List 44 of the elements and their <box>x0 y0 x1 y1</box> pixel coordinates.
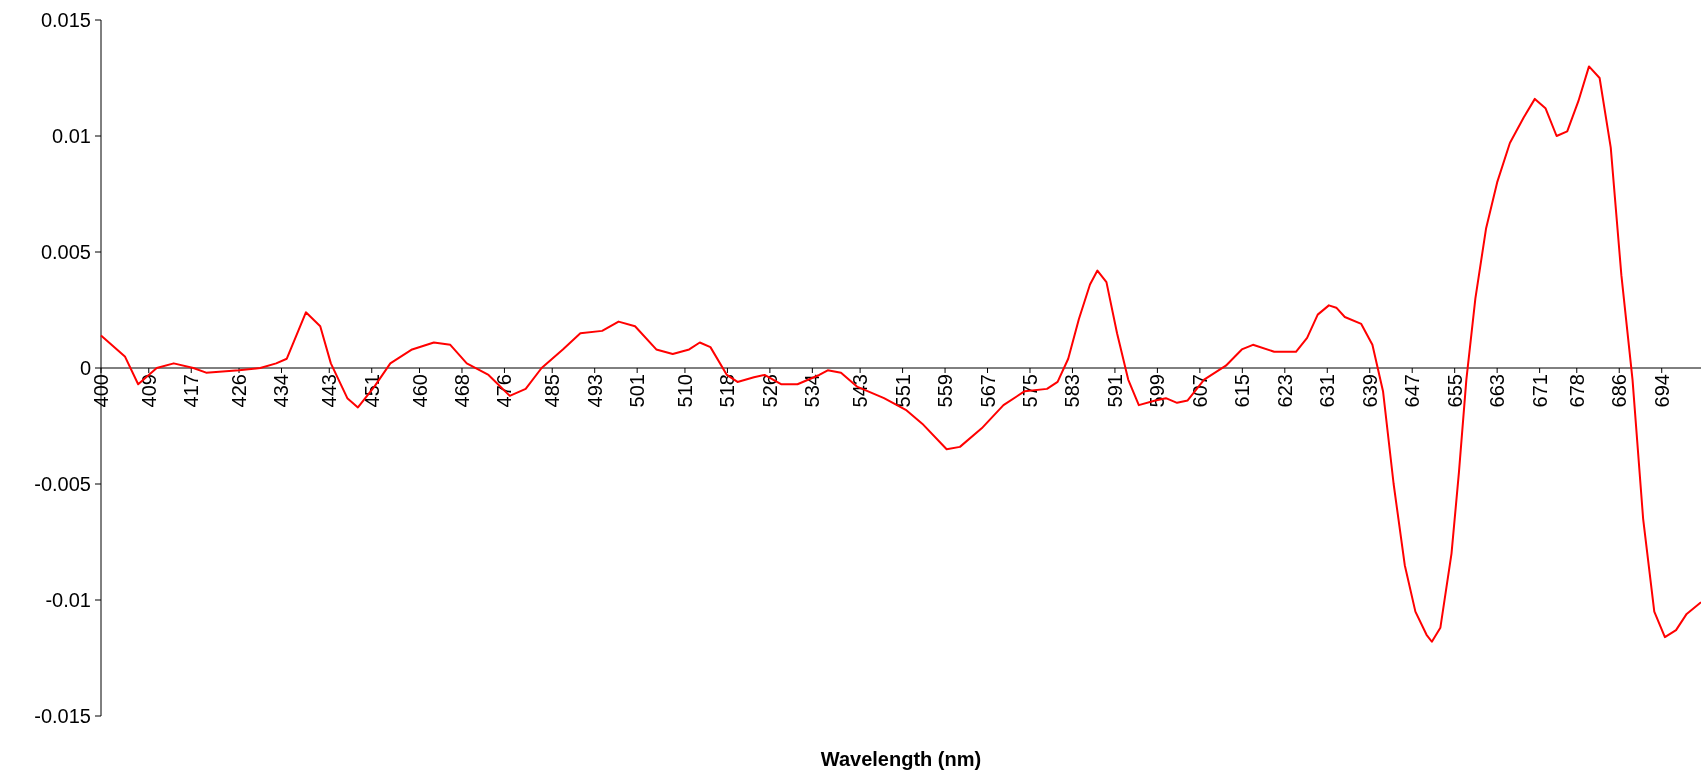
x-tick-label: 417 <box>180 374 203 408</box>
x-tick-label: 639 <box>1358 374 1381 408</box>
x-tick-label: 443 <box>318 374 341 408</box>
x-tick-label: 663 <box>1486 374 1509 408</box>
x-tick-label: 409 <box>137 374 160 408</box>
y-tick-label: 0.01 <box>52 125 91 147</box>
y-tick-label: -0.015 <box>34 705 91 727</box>
x-tick-label: 485 <box>541 374 564 408</box>
x-tick-label: 678 <box>1565 374 1588 408</box>
x-tick-label: 671 <box>1528 374 1551 408</box>
x-tick-label: 615 <box>1231 374 1254 408</box>
x-tick-label: 559 <box>934 374 957 408</box>
x-tick-label: 599 <box>1146 374 1169 408</box>
x-tick-label: 551 <box>891 374 914 408</box>
x-tick-label: 686 <box>1608 374 1631 408</box>
y-tick-label: 0.015 <box>40 9 91 31</box>
x-tick-label: 655 <box>1443 374 1466 408</box>
x-tick-label: 607 <box>1188 374 1211 408</box>
x-tick-label: 631 <box>1316 374 1339 408</box>
x-tick-label: 434 <box>270 374 293 408</box>
x-tick-label: 493 <box>583 374 606 408</box>
x-tick-label: 518 <box>716 374 739 408</box>
x-tick-label: 460 <box>408 374 431 408</box>
y-tick-label: -0.005 <box>34 473 91 495</box>
x-tick-label: 543 <box>849 374 872 408</box>
y-tick-label: 0.005 <box>40 241 91 263</box>
x-tick-label: 575 <box>1019 374 1041 408</box>
x-tick-label: 510 <box>673 374 696 408</box>
x-tick-label: 526 <box>758 374 781 408</box>
x-tick-label: 468 <box>450 374 473 408</box>
x-tick-label: 501 <box>626 374 649 408</box>
y-tick-label: 0 <box>79 357 91 379</box>
x-tick-label: 426 <box>228 374 251 408</box>
x-axis-title: Wavelength (nm) <box>820 748 982 770</box>
x-tick-label: 534 <box>801 374 824 408</box>
y-tick-label: -0.01 <box>45 589 91 611</box>
x-tick-label: 591 <box>1103 374 1126 408</box>
x-tick-label: 476 <box>493 374 516 408</box>
x-tick-label: 623 <box>1273 374 1296 408</box>
x-tick-label: 567 <box>976 374 999 408</box>
x-tick-label: 647 <box>1401 374 1424 408</box>
x-tick-label: 694 <box>1650 374 1673 408</box>
x-tick-label: 583 <box>1061 374 1084 408</box>
x-tick-label: 400 <box>90 374 112 408</box>
